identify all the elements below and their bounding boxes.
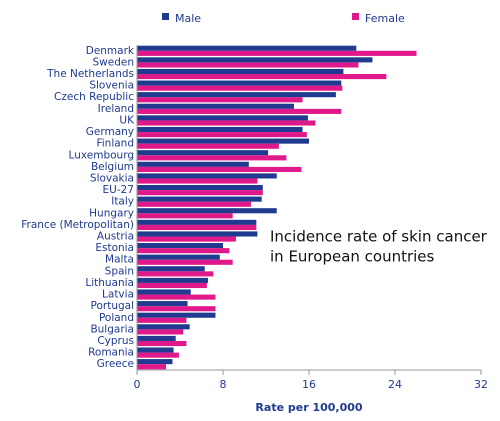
bar (137, 208, 277, 214)
bar (137, 143, 279, 149)
y-tick-label: Poland (99, 312, 134, 324)
y-tick-label: Ireland (98, 103, 134, 115)
annotation: Incidence rate of skin cancer (270, 228, 488, 246)
bar (137, 166, 302, 172)
bar (137, 161, 249, 167)
x-tick-label: 8 (220, 378, 227, 391)
bar (137, 266, 205, 272)
bar (137, 254, 220, 260)
bar (137, 359, 173, 365)
bar (137, 68, 344, 75)
bar (137, 347, 174, 353)
bar (137, 224, 257, 231)
bar (137, 289, 191, 295)
y-tick-label: Romania (88, 347, 134, 359)
bar (137, 138, 309, 144)
bar (137, 120, 316, 126)
bar (137, 50, 417, 56)
bar (137, 259, 233, 265)
bar (137, 184, 263, 191)
bar (137, 196, 262, 202)
bar (137, 335, 176, 341)
bar (137, 126, 303, 133)
y-tick-label: Latvia (102, 289, 134, 301)
y-tick-label: Cyprus (97, 335, 134, 347)
bar (137, 115, 308, 121)
annotation: in European countries (270, 248, 435, 266)
bar (137, 92, 336, 98)
x-tick-label: 24 (388, 378, 402, 391)
y-tick-label: Denmark (86, 45, 135, 57)
y-tick-label: The Netherlands (46, 68, 134, 80)
bar (137, 57, 373, 63)
bar (137, 294, 216, 300)
bar (137, 80, 342, 86)
bar (137, 312, 216, 318)
bar (137, 219, 257, 225)
bar (137, 277, 208, 283)
y-tick-label: Malta (105, 254, 134, 266)
y-tick-label: Italy (111, 196, 134, 208)
y-tick-label: Greece (97, 358, 134, 370)
y-tick-label: Finland (96, 138, 134, 150)
y-tick-label: Germany (86, 126, 134, 138)
y-tick-label: Luxembourg (69, 149, 134, 161)
bar (137, 103, 294, 109)
bar (137, 248, 230, 254)
bar (137, 324, 190, 330)
bar (137, 306, 216, 312)
bar (137, 282, 207, 289)
bar (137, 132, 307, 138)
y-tick-label: Slovakia (90, 172, 134, 184)
y-tick-label: Spain (105, 265, 134, 277)
bar (137, 85, 343, 91)
bar (137, 271, 214, 277)
bar (137, 236, 236, 242)
bar (137, 173, 277, 179)
bar (137, 340, 187, 347)
bar (137, 108, 342, 114)
y-tick-label: Estonia (95, 242, 134, 254)
legend-swatch (352, 13, 359, 20)
y-tick-label: Belgium (91, 161, 134, 173)
bar (137, 62, 359, 68)
bar (137, 352, 179, 358)
y-tick-label: EU-27 (103, 184, 134, 196)
bar (137, 150, 269, 156)
legend-label: Female (365, 12, 405, 25)
bar (137, 201, 251, 207)
y-tick-label: Slovenia (89, 80, 134, 92)
y-tick-label: Hungary (89, 207, 134, 219)
x-axis-label: Rate per 100,000 (255, 401, 362, 414)
x-tick-label: 32 (474, 378, 488, 391)
y-tick-label: Bulgaria (90, 323, 134, 335)
y-tick-label: Lithuania (85, 277, 134, 289)
y-tick-label: UK (119, 114, 135, 126)
y-tick-label: Portugal (91, 300, 135, 312)
bar (137, 213, 233, 219)
legend-label: Male (175, 12, 201, 25)
bar (137, 364, 167, 370)
bar (137, 317, 187, 323)
y-tick-label: Austria (97, 231, 134, 243)
bar (137, 45, 357, 51)
bar (137, 243, 223, 249)
x-tick-label: 0 (134, 378, 141, 391)
bar (137, 74, 387, 80)
bar (137, 301, 188, 307)
bar (137, 329, 184, 335)
y-tick-label: France (Metropolitan) (21, 219, 134, 231)
bar (137, 97, 303, 103)
bar (137, 190, 263, 196)
x-tick-label: 16 (302, 378, 316, 391)
bar (137, 155, 287, 161)
y-tick-label: Czech Republic (54, 91, 134, 103)
bar (137, 178, 258, 184)
bar (137, 231, 258, 237)
legend-swatch (162, 13, 169, 20)
y-tick-label: Sweden (93, 56, 135, 68)
